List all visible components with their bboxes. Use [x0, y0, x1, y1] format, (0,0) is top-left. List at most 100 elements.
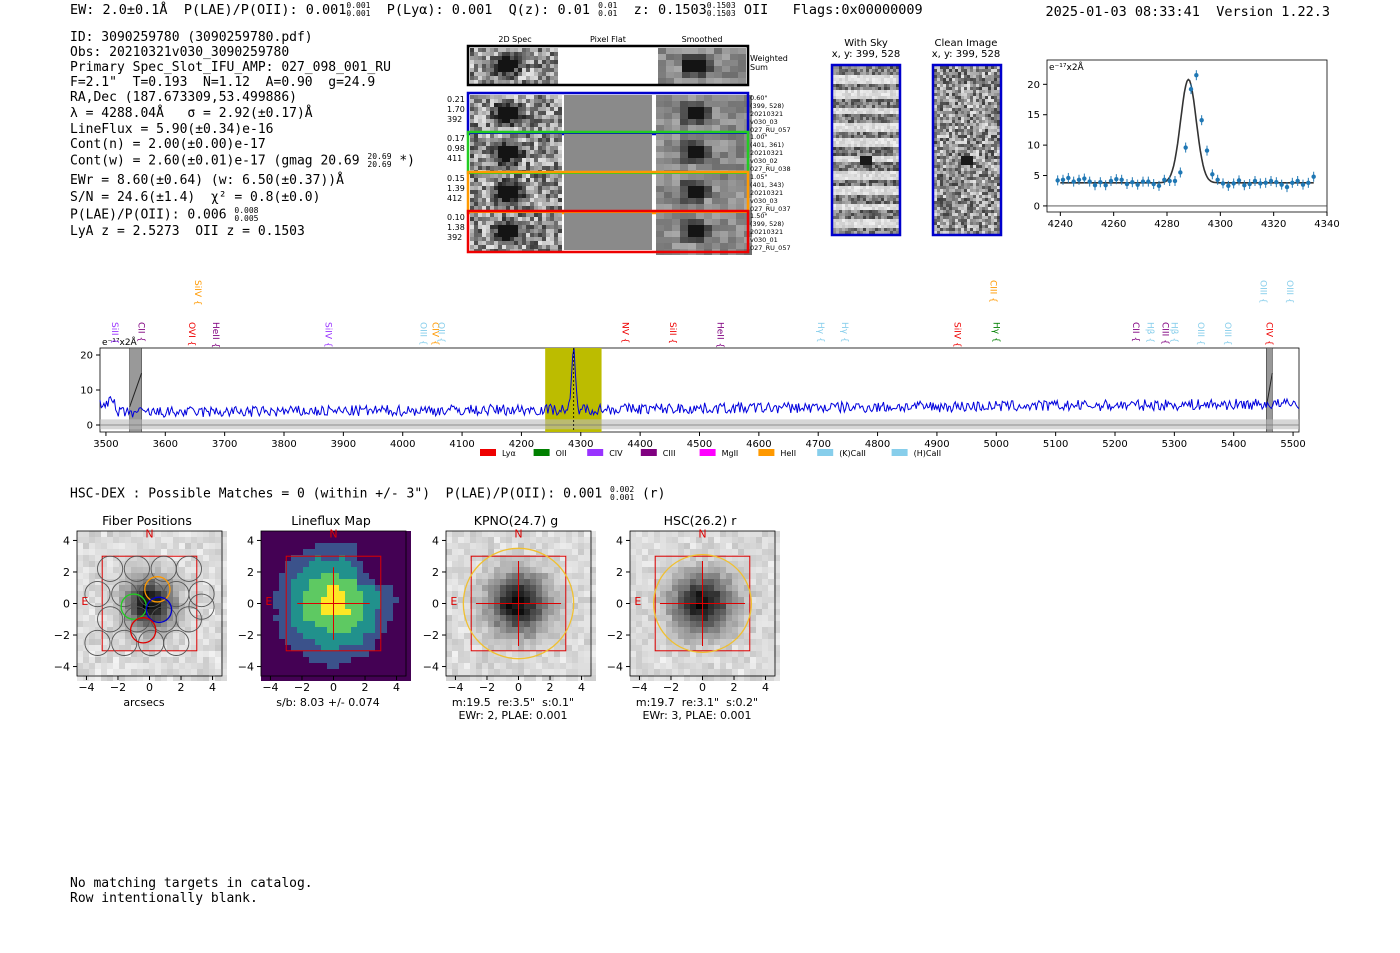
ellipse-aperture — [652, 553, 753, 654]
panel-xtick-label: −2 — [110, 681, 126, 694]
col-title-smoothed: Smoothed — [681, 35, 723, 44]
cutout-right-label: 20210321 — [750, 228, 784, 236]
panel-xtick-label: 2 — [362, 681, 369, 694]
zoom-data-point — [1071, 179, 1076, 184]
zoom-data-point — [1300, 182, 1306, 187]
panel-caption-kpno: m:19.5 re:3.5" s:0.1" — [451, 696, 575, 709]
zoom-data-point — [1231, 181, 1236, 186]
zoom-data-point — [1236, 178, 1242, 183]
zoom-data-point — [1140, 179, 1146, 184]
zoom-data-point — [1156, 183, 1162, 189]
zoom-data-point — [1082, 176, 1087, 181]
spec-legend-swatch — [817, 449, 834, 456]
spec-xtick-label: 4100 — [449, 439, 474, 450]
spec-line-label: SiII { — [109, 322, 119, 344]
cutout-right-label: v030_03 — [750, 118, 778, 126]
panel-title-kpno: KPNO(24.7) g — [473, 513, 559, 528]
zoom-data-point — [1167, 178, 1172, 184]
plya-value: P(Lyα): 0.001 — [386, 2, 493, 18]
panel-3: N E −4 4 −2 2 0 0 2 −2 4 −4 — [607, 527, 780, 694]
cutout-left-label: 0.21 — [447, 95, 465, 104]
version: Version 1.22.3 — [1216, 4, 1330, 20]
panel-ytick-label: −2 — [607, 629, 623, 642]
zoom-ylabel: e⁻¹⁷x2Å — [1049, 61, 1085, 73]
compass-east: E — [634, 595, 641, 608]
cutout-right-label: (399, 528) — [750, 220, 785, 228]
panel-ytick-label: −4 — [607, 661, 623, 674]
col-title-2dspec: 2D Spec — [498, 35, 532, 44]
spec-legend-label: OII — [556, 449, 567, 458]
zoom-xtick-label: 4260 — [1101, 219, 1126, 230]
cutout-left-label: 0.17 — [447, 134, 465, 143]
spec-line-label: OII { — [435, 322, 445, 343]
cutout-right-label: 1.00" — [750, 133, 768, 141]
cutout-right-label: 20210321 — [750, 149, 784, 157]
panel-ytick-label: 2 — [63, 566, 70, 579]
spec-xtick-label: 4600 — [746, 439, 771, 450]
spec-line-label: OIII { — [418, 322, 428, 346]
panel-ytick-label: 4 — [247, 534, 254, 547]
spec-line-label: Hγ { — [839, 322, 849, 343]
cutout-right-label: 027_RU_038 — [750, 165, 791, 173]
zoom-data-point — [1279, 182, 1284, 187]
panel-ytick-label: −2 — [423, 629, 439, 642]
spec-line-label: OIII { — [1195, 322, 1205, 346]
cutout-2dspec-0 — [470, 95, 562, 135]
zoom-data-point — [1124, 181, 1130, 187]
weighted-2dspec — [470, 48, 558, 84]
panel-xtick-label: −2 — [294, 681, 310, 694]
info-contn: Cont(n) = 2.00(±0.00)e-17 — [70, 137, 266, 152]
info-plae: P(LAE)/P(OII): 0.006 0.008 0.005 — [70, 206, 259, 223]
spec-line-label: OVI { — [186, 322, 196, 346]
spec-xtick-label: 4500 — [687, 439, 712, 450]
panel-caption-lineflux: s/b: 8.03 +/- 0.074 — [276, 696, 380, 709]
footer-line-1: No matching targets in catalog. — [70, 876, 313, 891]
zoom-data-point — [1295, 178, 1300, 184]
panel-ytick-label: 4 — [432, 534, 439, 547]
spec-xtick-label: 5200 — [1102, 439, 1127, 450]
panel-title-lineflux: Lineflux Map — [291, 513, 371, 528]
panel-xtick-label: 0 — [515, 681, 522, 694]
clean-image — [934, 66, 1000, 234]
spec-xtick-label: 4800 — [865, 439, 890, 450]
weighted-frame — [466, 44, 750, 87]
spec-line-label: HeII { — [714, 322, 724, 348]
weighted-pixelflat — [560, 48, 656, 83]
zoom-data-point — [1183, 145, 1188, 150]
spec-line-label: NV { — [619, 322, 629, 343]
panel-xtick-label: 0 — [146, 681, 153, 694]
panel-caption2-kpno: EWr: 2, PLAE: 0.001 — [458, 709, 568, 722]
zoom-data-point — [1055, 178, 1060, 183]
panel-2: N E −4 4 −2 2 0 0 2 −2 4 −4 — [423, 527, 596, 694]
cutout-right-label: 20210321 — [750, 189, 784, 197]
spec-legend-swatch — [480, 449, 496, 456]
zoom-xtick-label: 4280 — [1154, 219, 1179, 230]
info-fit: F=2.1" T=0.193 N=1.12 A=0.90 g=24.9 — [70, 75, 376, 90]
spec-legend-swatch — [891, 449, 908, 456]
zoom-xtick-label: 4320 — [1261, 219, 1286, 230]
spec-ylabel: e⁻¹⁷x2Å — [102, 336, 138, 348]
ew-value: EW: 2.0±0.1Å — [70, 2, 168, 18]
zoom-data-point — [1215, 177, 1220, 182]
fiber-blue — [145, 596, 173, 624]
zoom-data-point — [1226, 183, 1231, 189]
fiber-circle — [123, 555, 150, 582]
panel-ytick-label: 0 — [247, 598, 254, 611]
zoom-data-point — [1103, 183, 1108, 188]
zoom-data-point — [1135, 182, 1140, 187]
cutout-left-label: 392 — [447, 233, 463, 242]
spec-legend-label: MgII — [722, 449, 739, 458]
spec-line-label: CII { — [136, 322, 146, 342]
spec-legend-label: CIII — [663, 449, 676, 458]
zoom-data-point — [1204, 148, 1210, 153]
panel-ytick-label: −4 — [238, 661, 254, 674]
zoom-data-point — [1130, 180, 1135, 185]
zoom-data-point — [1290, 180, 1295, 186]
weighted-sum-label: Weighted Sum — [750, 54, 788, 72]
panel-xtick-label: −4 — [447, 681, 463, 694]
spec-xtick-label: 5100 — [1043, 439, 1068, 450]
spec-ytick-label: 10 — [80, 386, 93, 397]
info-radec: RA,Dec (187.673309,53.499886) — [70, 90, 297, 105]
spec-line-label: SiIV { — [952, 322, 962, 348]
